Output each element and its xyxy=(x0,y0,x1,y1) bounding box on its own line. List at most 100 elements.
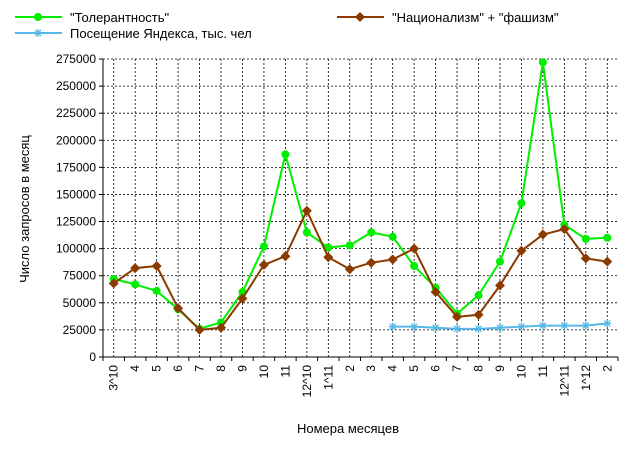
series-group xyxy=(108,58,613,335)
y-tick-label: 150000 xyxy=(56,187,96,201)
legend-entry-tolerance: "Толерантность" xyxy=(15,10,170,25)
x-tick-label: 4 xyxy=(128,365,142,372)
x-tick-label: 6 xyxy=(171,365,185,372)
data-point-0-1-12-22 xyxy=(581,234,590,243)
y-tick-label: 0 xyxy=(89,350,96,364)
data-point-1-7-16 xyxy=(452,311,463,322)
legend-label-yandex: Посещение Яндекса, тыс. чел xyxy=(70,26,252,41)
y-axis-title: Число запросов в месяц xyxy=(17,135,32,283)
y-tick-label: 200000 xyxy=(56,133,96,147)
x-tick-label: 11 xyxy=(278,365,292,378)
data-point-1-1-12-22 xyxy=(580,253,591,264)
data-point-2-11-20 xyxy=(538,321,547,330)
axes xyxy=(99,58,619,361)
data-point-1-6-15 xyxy=(430,286,441,297)
data-point-1-7-4 xyxy=(194,324,205,335)
legend-entry-nationalism: "Национализм" + "фашизм" xyxy=(337,10,559,25)
series-1 xyxy=(108,205,613,335)
x-tick-label: 8 xyxy=(472,365,486,372)
data-point-0-8-17 xyxy=(474,291,483,300)
series-line-1 xyxy=(113,209,608,331)
y-tick-label: 225000 xyxy=(56,106,96,120)
x-tick-label: 12^11 xyxy=(557,365,571,397)
data-point-1-9-6 xyxy=(237,293,248,304)
data-point-0-4-13 xyxy=(388,232,397,241)
data-point-1-11-20 xyxy=(537,229,548,240)
legend-marker-yandex xyxy=(34,29,42,37)
data-point-1-3-10-0 xyxy=(108,278,119,289)
legend-marker-tolerance xyxy=(34,13,42,21)
x-tick-label: 8 xyxy=(214,365,228,372)
data-point-0-5-2 xyxy=(152,286,161,295)
data-point-1-10-19 xyxy=(516,245,527,256)
x-tick-label: 10 xyxy=(514,365,528,379)
data-point-1-5-14 xyxy=(409,243,420,254)
data-point-1-11-8 xyxy=(280,251,291,262)
x-tick-label: 9 xyxy=(493,365,507,372)
data-point-1-2-11 xyxy=(344,264,355,275)
y-tick-labels: 0 25000 50000 75000 100000 125000 150000 175000… xyxy=(56,52,96,364)
legend-label-tolerance: "Толерантность" xyxy=(70,10,170,25)
data-point-1-12-11-21 xyxy=(559,224,570,235)
y-tick-label: 125000 xyxy=(56,215,96,229)
x-tick-label: 5 xyxy=(407,365,421,372)
x-tick-label: 1^12 xyxy=(579,365,593,391)
y-tick-label: 75000 xyxy=(63,269,97,283)
grid xyxy=(103,58,618,357)
data-point-2-1-12-22 xyxy=(581,321,590,330)
data-point-1-8-5 xyxy=(216,322,227,333)
y-tick-label: 175000 xyxy=(56,160,96,174)
series-line-0 xyxy=(113,61,608,330)
data-point-1-4-13 xyxy=(387,254,398,265)
x-tick-label: 2 xyxy=(600,365,614,372)
x-tick-label: 10 xyxy=(257,365,271,379)
data-point-0-2-23 xyxy=(603,233,612,242)
data-point-0-5-14 xyxy=(410,261,419,270)
series-0 xyxy=(109,58,612,333)
x-tick-label: 1^11 xyxy=(321,365,335,390)
data-point-2-7-16 xyxy=(453,324,462,333)
data-point-1-6-3 xyxy=(173,303,184,314)
x-tick-label: 3 xyxy=(364,365,378,372)
data-point-0-2-11 xyxy=(345,241,354,250)
data-point-1-12-10-9 xyxy=(301,205,312,216)
y-tick-label: 50000 xyxy=(63,296,97,310)
data-point-1-1-11-10 xyxy=(323,252,334,263)
x-tick-label: 6 xyxy=(429,365,443,372)
data-point-1-9-18 xyxy=(494,280,505,291)
x-tick-label: 2 xyxy=(343,365,357,372)
data-point-2-4-13 xyxy=(388,322,397,331)
data-point-0-12-10-9 xyxy=(302,228,311,237)
data-point-0-11-20 xyxy=(538,58,547,67)
x-tick-label: 3^10 xyxy=(107,365,121,391)
data-point-1-10-7 xyxy=(258,259,269,270)
data-point-1-3-12 xyxy=(366,257,377,268)
data-point-0-11-8 xyxy=(281,150,290,159)
data-point-1-4-1 xyxy=(130,263,141,274)
series-2 xyxy=(388,319,612,333)
data-point-0-4-1 xyxy=(131,280,140,289)
x-tick-label: 12^10 xyxy=(300,365,314,398)
data-point-2-5-14 xyxy=(410,322,419,331)
data-point-2-10-19 xyxy=(517,322,526,331)
legend: "Толерантность" "Национализм" + "фашизм"… xyxy=(15,10,559,41)
x-tick-label: 5 xyxy=(150,365,164,372)
y-tick-label: 275000 xyxy=(56,52,96,66)
x-axis-title: Номера месяцев xyxy=(297,421,399,436)
x-tick-label: 7 xyxy=(193,365,207,372)
data-point-0-9-18 xyxy=(495,257,504,266)
data-point-1-5-2 xyxy=(151,260,162,271)
legend-marker-nationalism xyxy=(355,12,365,22)
legend-label-nationalism: "Национализм" + "фашизм" xyxy=(392,10,559,25)
data-point-0-10-7 xyxy=(259,242,268,251)
data-point-2-12-11-21 xyxy=(560,321,569,330)
data-point-0-10-19 xyxy=(517,199,526,208)
x-tick-label: 11 xyxy=(536,365,550,378)
x-tick-label: 9 xyxy=(235,365,249,372)
data-point-2-2-23 xyxy=(603,319,612,328)
x-tick-label: 7 xyxy=(450,365,464,372)
data-point-1-8-17 xyxy=(473,309,484,320)
data-point-2-9-18 xyxy=(495,323,504,332)
legend-entry-yandex: Посещение Яндекса, тыс. чел xyxy=(15,26,252,41)
